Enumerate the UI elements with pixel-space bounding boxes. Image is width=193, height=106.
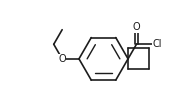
Text: O: O xyxy=(133,22,140,32)
Text: Cl: Cl xyxy=(152,39,162,49)
Text: O: O xyxy=(58,54,66,64)
